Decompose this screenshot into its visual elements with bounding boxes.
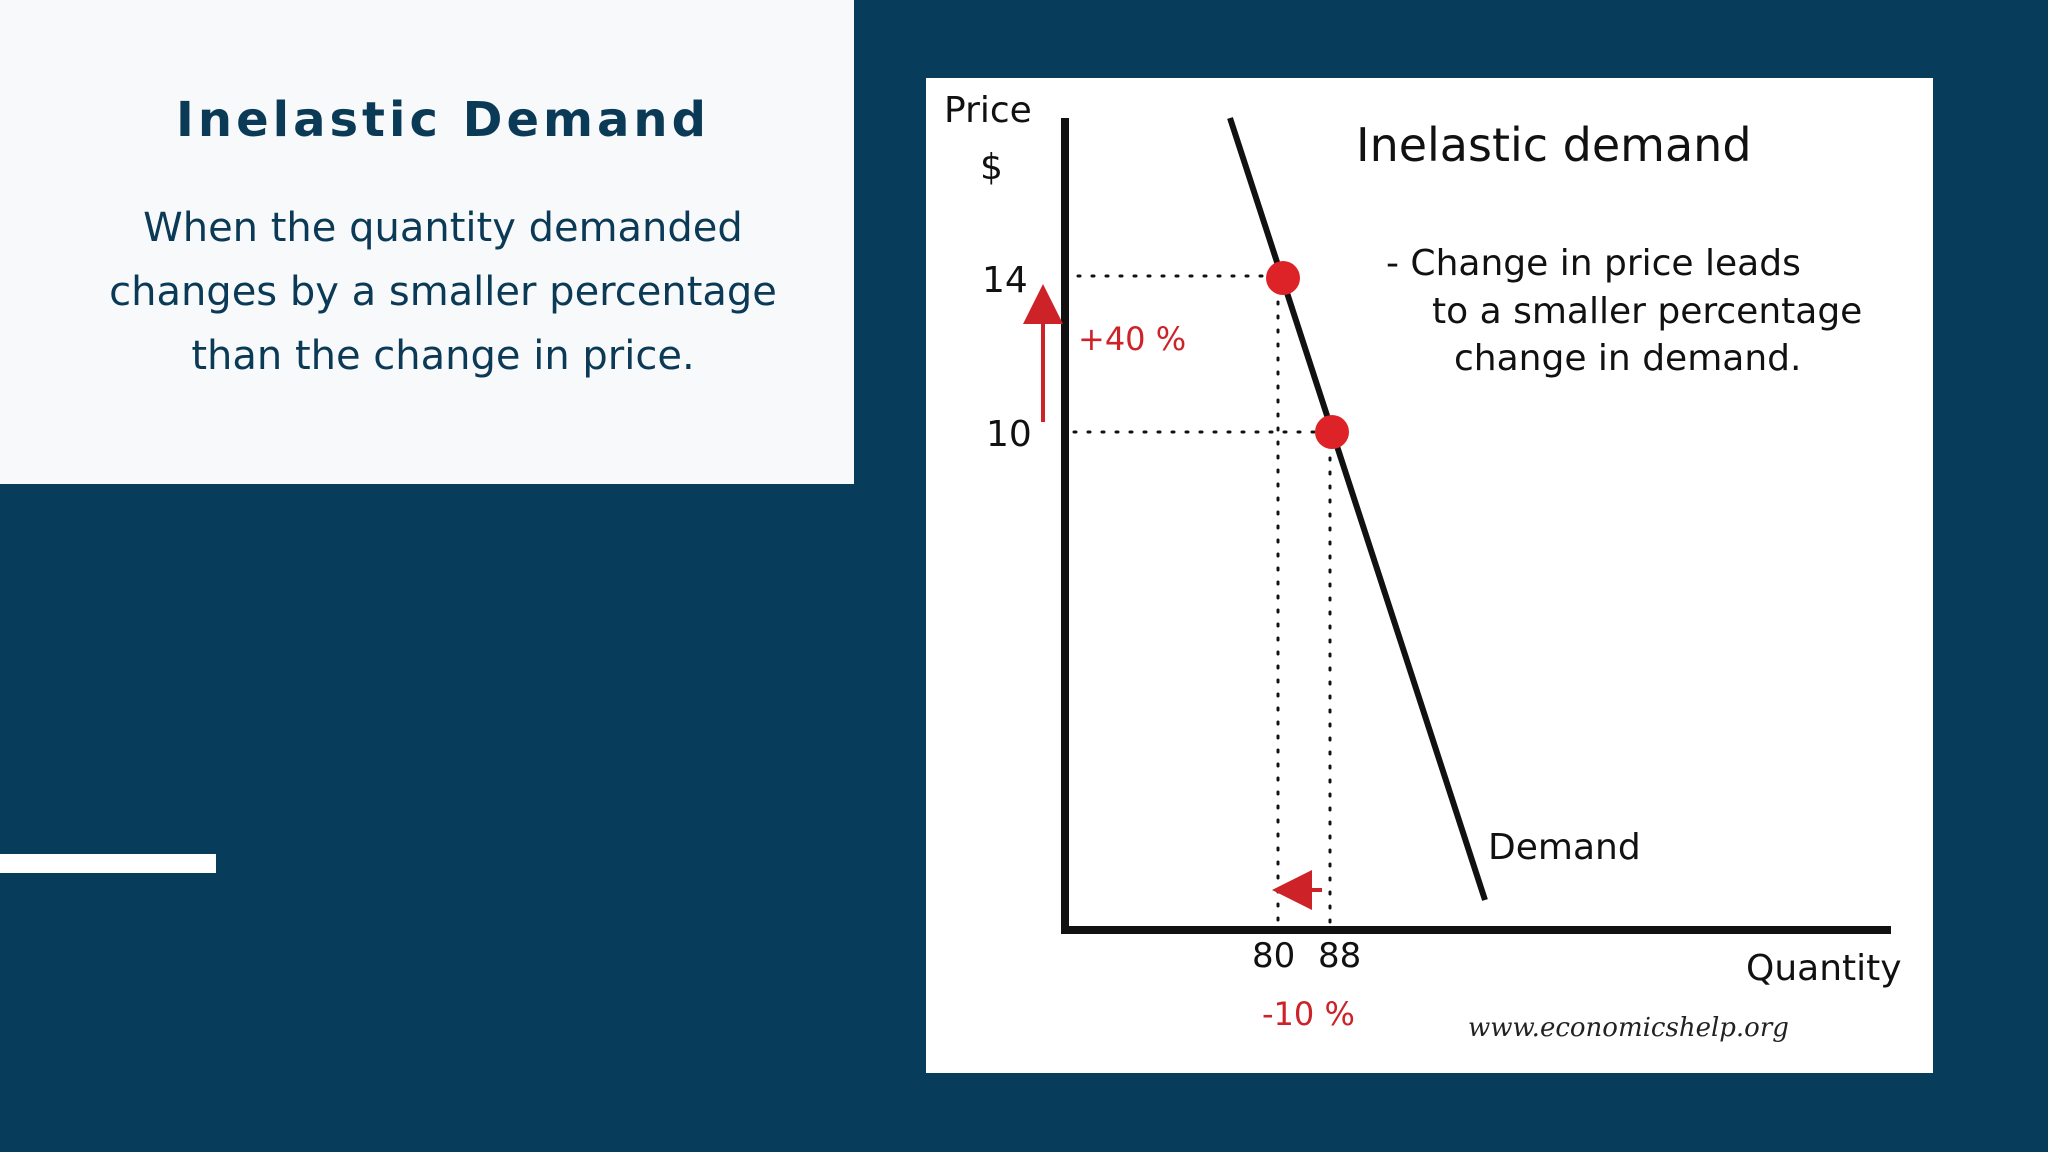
y-axis-unit: $ [980,147,1003,188]
price-change-label: +40 % [1078,320,1186,358]
body-line: changes by a smaller percentage [109,269,777,315]
note-line: - Change in price leads [1386,243,1801,284]
point-80-14 [1266,261,1300,295]
x-axis-label: Quantity [1746,948,1902,989]
y-axis-label: Price [944,90,1032,131]
body-line: than the change in price. [191,333,695,379]
demand-curve [1227,117,1488,901]
demand-label: Demand [1488,827,1641,868]
quantity-change-label: -10 % [1262,995,1355,1033]
demand-diagram: Price $ Quantity 14 10 80 88 Demand +40 … [926,78,1933,1073]
slide-title: Inelastic Demand [176,92,710,148]
y-tick-10: 10 [986,414,1032,455]
source-credit: www.economicshelp.org [1468,1013,1789,1043]
text-card [0,0,854,484]
x-tick-80: 80 [1252,936,1295,976]
point-88-10 [1315,415,1349,449]
diagram-svg: Price $ Quantity 14 10 80 88 Demand +40 … [944,90,1902,1043]
accent-bar [0,854,216,873]
body-line: When the quantity demanded [143,205,743,251]
x-tick-88: 88 [1318,936,1361,976]
y-tick-14: 14 [982,260,1028,301]
slide-body: When the quantity demanded changes by a … [60,196,826,388]
note-line: to a smaller percentage [1432,291,1862,332]
figure-title: Inelastic demand [1356,118,1752,172]
note-line: change in demand. [1454,338,1801,379]
